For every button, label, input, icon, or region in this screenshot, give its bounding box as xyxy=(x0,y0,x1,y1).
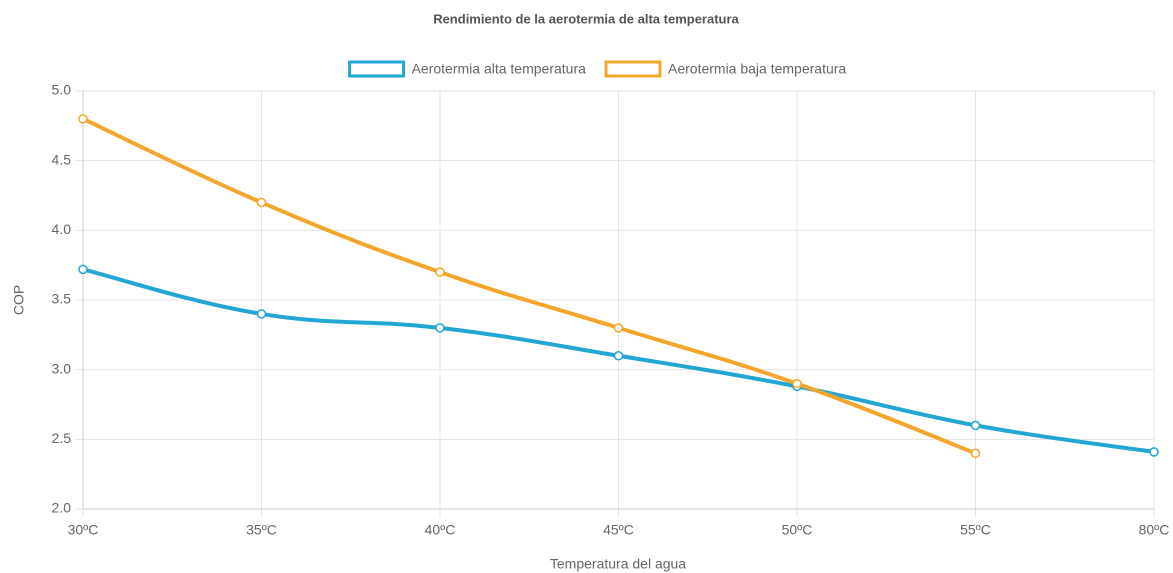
data-point xyxy=(256,197,267,208)
x-tick-label: 30ºC xyxy=(68,522,99,538)
chart-title: Rendimiento de la aerotermia de alta tem… xyxy=(433,11,739,26)
y-tick-label: 2.5 xyxy=(52,430,72,446)
data-point xyxy=(613,350,624,361)
legend-swatch xyxy=(348,60,406,78)
data-point xyxy=(613,323,624,333)
y-tick-label: 4.5 xyxy=(52,151,72,167)
data-point xyxy=(78,264,88,275)
y-tick-label: 5.0 xyxy=(52,82,72,98)
y-tick-label: 3.0 xyxy=(52,360,72,376)
x-tick-label: 35ºC xyxy=(246,522,277,538)
x-tick-label: 45ºC xyxy=(603,522,634,538)
data-point xyxy=(435,267,445,277)
x-tick-label: 80ºC xyxy=(1139,522,1170,538)
y-axis-title: COP xyxy=(11,285,27,315)
y-tick-label: 3.5 xyxy=(52,291,72,307)
x-axis-title: Temperatura del agua xyxy=(550,556,686,572)
data-point xyxy=(256,309,267,319)
data-point xyxy=(435,323,445,333)
x-tick-label: 55ºC xyxy=(960,522,991,538)
y-tick-label: 4.0 xyxy=(52,221,72,237)
y-tick-label: 2.0 xyxy=(52,500,72,516)
data-point xyxy=(970,448,981,459)
series-line xyxy=(82,117,977,456)
x-tick-label: 50ºC xyxy=(782,522,813,538)
data-point xyxy=(78,114,88,124)
legend-label: Aerotermia baja temperatura xyxy=(668,61,846,77)
data-point xyxy=(1149,447,1159,457)
data-point xyxy=(970,420,981,431)
x-tick-label: 40ºC xyxy=(425,522,456,538)
legend-swatch xyxy=(604,60,662,78)
legend-label: Aerotermia alta temperatura xyxy=(412,61,587,77)
data-point xyxy=(792,378,802,389)
